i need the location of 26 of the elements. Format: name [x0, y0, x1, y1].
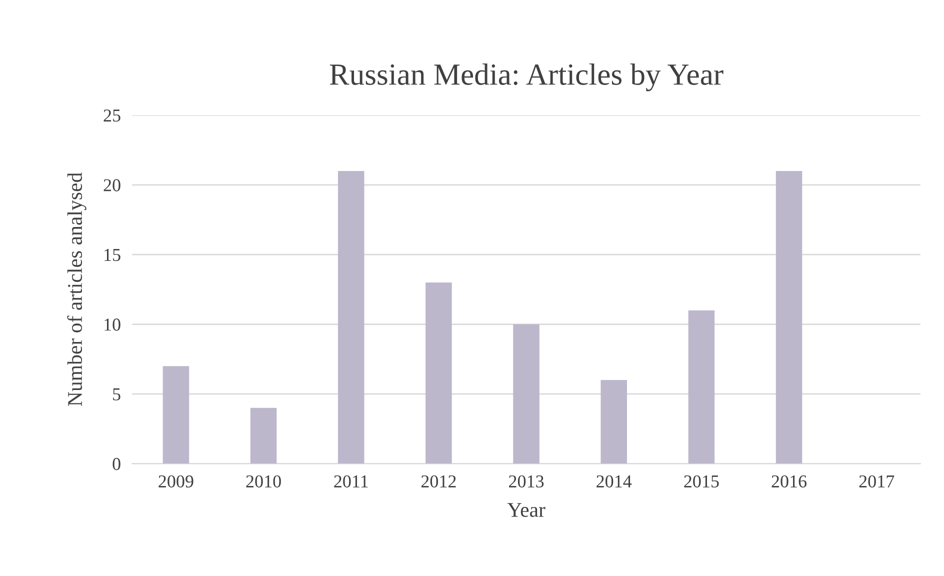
x-tick-label: 2016 [772, 475, 807, 488]
bar [600, 380, 627, 464]
x-tick-label: 2010 [246, 475, 281, 488]
bar [250, 408, 277, 464]
x-tick-label: 2011 [334, 475, 368, 488]
bar [776, 170, 802, 464]
y-tick-label: 10 [104, 318, 120, 331]
y-axis-title: Number of articles analysed [67, 172, 86, 406]
bar [162, 366, 190, 464]
bar [338, 170, 364, 464]
y-tick-label: 15 [104, 248, 120, 262]
bar [426, 282, 452, 464]
x-tick-label: 2013 [509, 475, 544, 488]
chart-title: Russian Media: Articles by Year [330, 63, 724, 92]
bar [688, 310, 715, 464]
y-tick-label: 20 [104, 179, 120, 192]
y-tick-label: 25 [104, 110, 120, 122]
x-tick-label: 2014 [596, 475, 632, 488]
y-tick-label: 0 [112, 458, 120, 470]
x-axis-title: Year [507, 503, 546, 517]
x-tick-label: 2012 [421, 475, 456, 488]
bar [513, 324, 540, 464]
x-tick-label: 2015 [684, 475, 719, 488]
x-tick-label: 2009 [158, 475, 194, 488]
y-tick-label: 5 [113, 388, 120, 400]
x-tick-label: 2017 [859, 475, 894, 488]
